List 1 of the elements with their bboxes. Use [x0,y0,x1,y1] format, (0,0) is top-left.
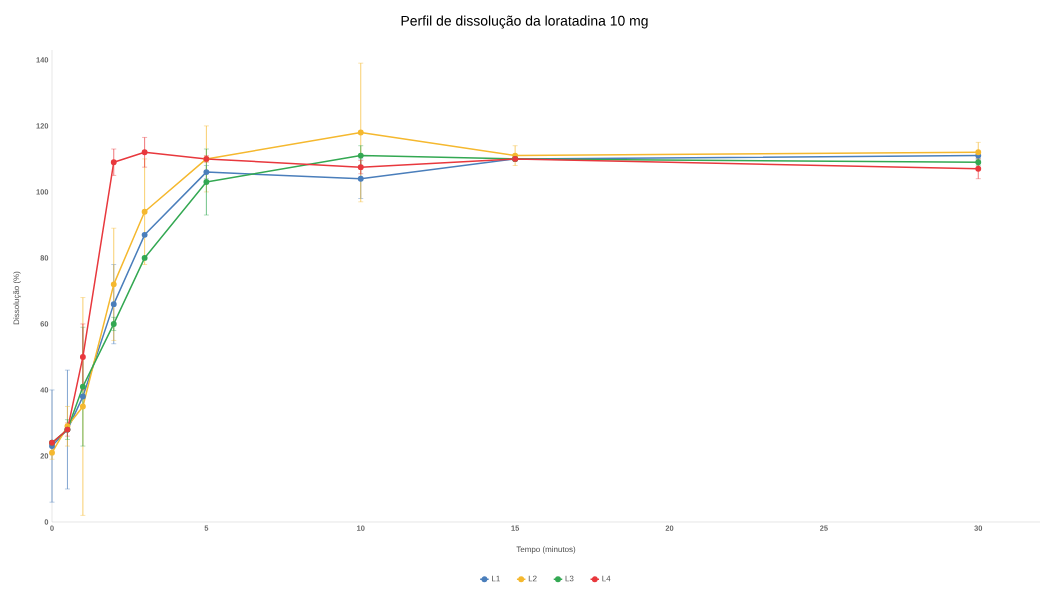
chart-title: Perfil de dissolução da loratadina 10 mg [401,15,648,29]
